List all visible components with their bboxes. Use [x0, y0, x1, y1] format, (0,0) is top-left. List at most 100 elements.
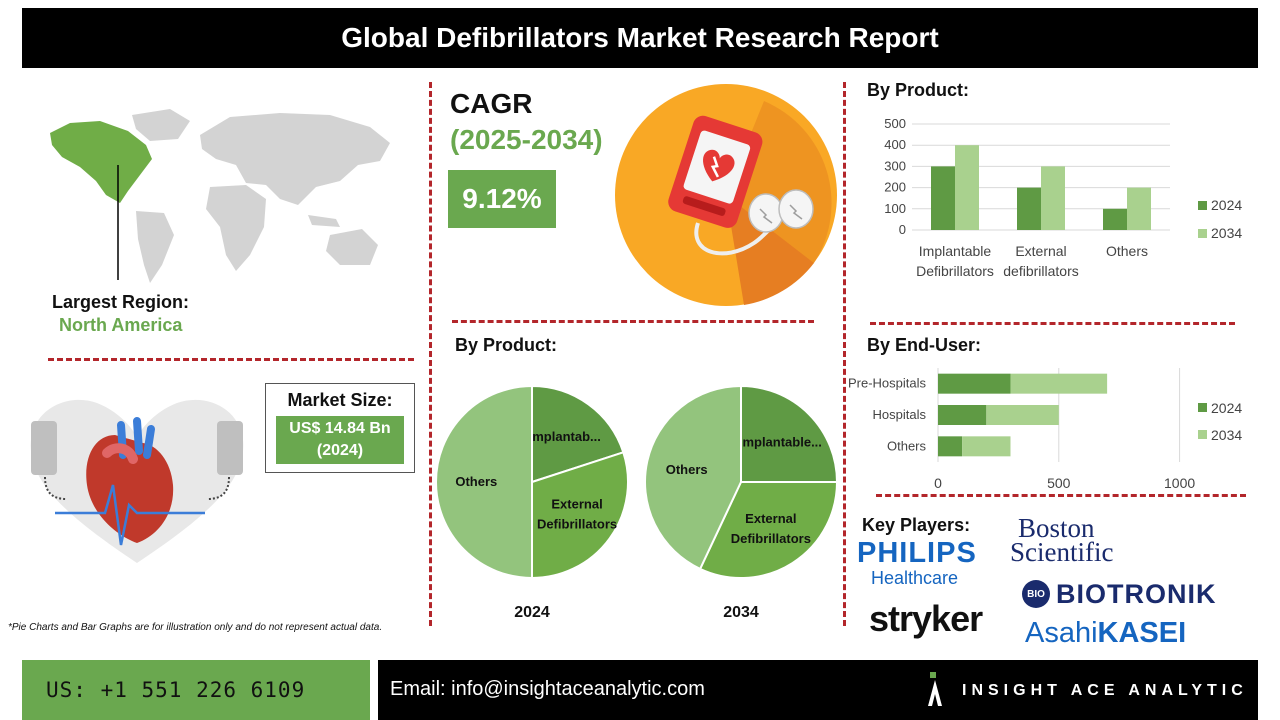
pie-year-label: 2034 [723, 604, 759, 621]
pie-slice-label: Implantable... [739, 435, 822, 450]
legend-label: 2034 [1211, 427, 1242, 443]
pie-slice [531, 451, 629, 580]
pie-slice [644, 384, 742, 571]
legend-swatch [1198, 403, 1207, 412]
footnote: *Pie Charts and Bar Graphs are for illus… [8, 622, 383, 633]
x-tick-label: Implantable [919, 243, 992, 259]
page-title: Global Defibrillators Market Research Re… [22, 8, 1258, 68]
pie-slice-label: External [551, 497, 602, 512]
biotronik-logo: BIOTRONIK [1056, 579, 1217, 609]
world-map [50, 109, 390, 283]
pie-slice [740, 384, 839, 483]
pie-slice-label: Others [666, 462, 708, 477]
asahi-kasei-logo: AsahiKASEI [1025, 617, 1186, 650]
pie-slice [435, 384, 533, 580]
y-tick-label: 500 [884, 116, 906, 131]
market-size-year: (2024) [316, 442, 364, 459]
pie-slice [531, 384, 625, 484]
bar-2024 [1017, 187, 1041, 230]
pie-year-label: 2024 [514, 604, 550, 621]
phone-contact[interactable]: US: +1 551 226 6109 [22, 660, 370, 720]
bar-2024 [938, 405, 987, 425]
philips-logo-subtext: Healthcare [871, 568, 959, 588]
bar-2024 [1103, 208, 1127, 230]
bar-chart-by-product: 0 100 200 300 400 500 Implantable Defibrillator… [884, 116, 1242, 279]
divider [876, 494, 1246, 497]
legend-swatch [1198, 201, 1207, 210]
bar-chart-by-enduser: 0 500 1000 Pre-Hospitals Hospitals Others 2024… [848, 368, 1242, 491]
bar-2034 [962, 436, 1011, 457]
legend-label: 2024 [1211, 400, 1242, 416]
philips-logo-text: PHILIPS [857, 537, 977, 569]
boston-scientific-logo: Boston Scientific [1010, 513, 1150, 567]
asahi-logo-part1: Asahi [1025, 617, 1098, 649]
legend-swatch [1198, 229, 1207, 238]
y-tick-label: 400 [884, 137, 906, 152]
defibrillator-illustration [615, 84, 837, 306]
y-tick-label: 300 [884, 158, 906, 173]
largest-region-value: North America [59, 315, 183, 335]
brand-name: INSIGHT ACE ANALYTIC [962, 682, 1248, 699]
key-players-heading: Key Players: [862, 515, 971, 535]
y-tick-label: Pre-Hospitals [848, 376, 927, 391]
cagr-label: CAGR [450, 88, 533, 119]
boston-logo-line2: Scientific [1010, 537, 1114, 567]
pie-slice-label: Defibrillators [537, 517, 617, 532]
y-tick-label: Others [887, 438, 927, 453]
market-size-amount: US$ 14.84 Bn [289, 420, 391, 437]
bar-2024 [938, 436, 963, 457]
bar-2034 [1010, 373, 1108, 394]
bar-2024 [938, 373, 1011, 394]
legend-label: 2034 [1211, 225, 1242, 241]
legend-swatch [1198, 430, 1207, 439]
pie-slice-label: External [745, 511, 796, 526]
map-north-america [50, 121, 152, 203]
heart-illustration [30, 399, 244, 563]
bar-2034 [955, 145, 979, 230]
bar-2034 [1041, 166, 1065, 230]
bar-product-heading: By Product: [867, 80, 970, 100]
biotronik-mark-icon: BIO [1022, 580, 1050, 608]
divider [452, 320, 814, 323]
pie-slice-label: Others [455, 474, 497, 489]
x-tick-label: Defibrillators [916, 263, 994, 279]
bar-enduser-heading: By End-User: [867, 335, 982, 355]
largest-region-label: Largest Region: [52, 292, 190, 312]
map-australia [326, 229, 378, 265]
pie-heading: By Product: [455, 335, 558, 355]
bar-2034 [986, 405, 1059, 425]
y-tick-label: 100 [884, 201, 906, 216]
footer-bar: Email: info@insightaceanalytic.com INSIG… [378, 660, 1258, 720]
x-tick-label: defibrillators [1003, 263, 1078, 279]
market-size-card: Market Size: US$ 14.84 Bn (2024) [265, 383, 415, 473]
divider [48, 358, 414, 361]
y-tick-label: 200 [884, 180, 906, 195]
market-size-label: Market Size: [287, 390, 393, 410]
legend-label: 2024 [1211, 197, 1242, 213]
cagr-value: 9.12% [448, 170, 556, 228]
pie-slice-label: Implantab... [529, 429, 601, 444]
map-europe-asia [200, 113, 390, 205]
divider [429, 82, 432, 626]
insight-ace-logo-icon [928, 672, 942, 706]
bar-2034 [1127, 187, 1151, 230]
map-southamerica [136, 211, 174, 283]
map-indonesia [308, 215, 340, 227]
bar-2024 [931, 166, 955, 230]
x-tick-label: External [1015, 243, 1066, 259]
boston-logo-line1: Boston [1018, 513, 1095, 543]
email-contact[interactable]: Email: info@insightaceanalytic.com [390, 678, 705, 700]
pie-charts-by-product: Implantab... External Defibrillators Others… [435, 384, 839, 621]
x-tick-label: 1000 [1164, 475, 1195, 491]
market-size-value: US$ 14.84 Bn (2024) [276, 416, 404, 464]
philips-logo: PHILIPS Healthcare [857, 538, 987, 588]
pie-slice-label: Defibrillators [731, 531, 811, 546]
divider [870, 322, 1235, 325]
stryker-logo: stryker [869, 598, 983, 639]
divider [843, 82, 846, 626]
map-africa [206, 185, 266, 271]
asahi-logo-part2: KASEI [1097, 617, 1187, 649]
y-tick-label: Hospitals [873, 407, 927, 422]
pie-slice [698, 481, 839, 579]
y-tick-label: 0 [899, 222, 906, 237]
